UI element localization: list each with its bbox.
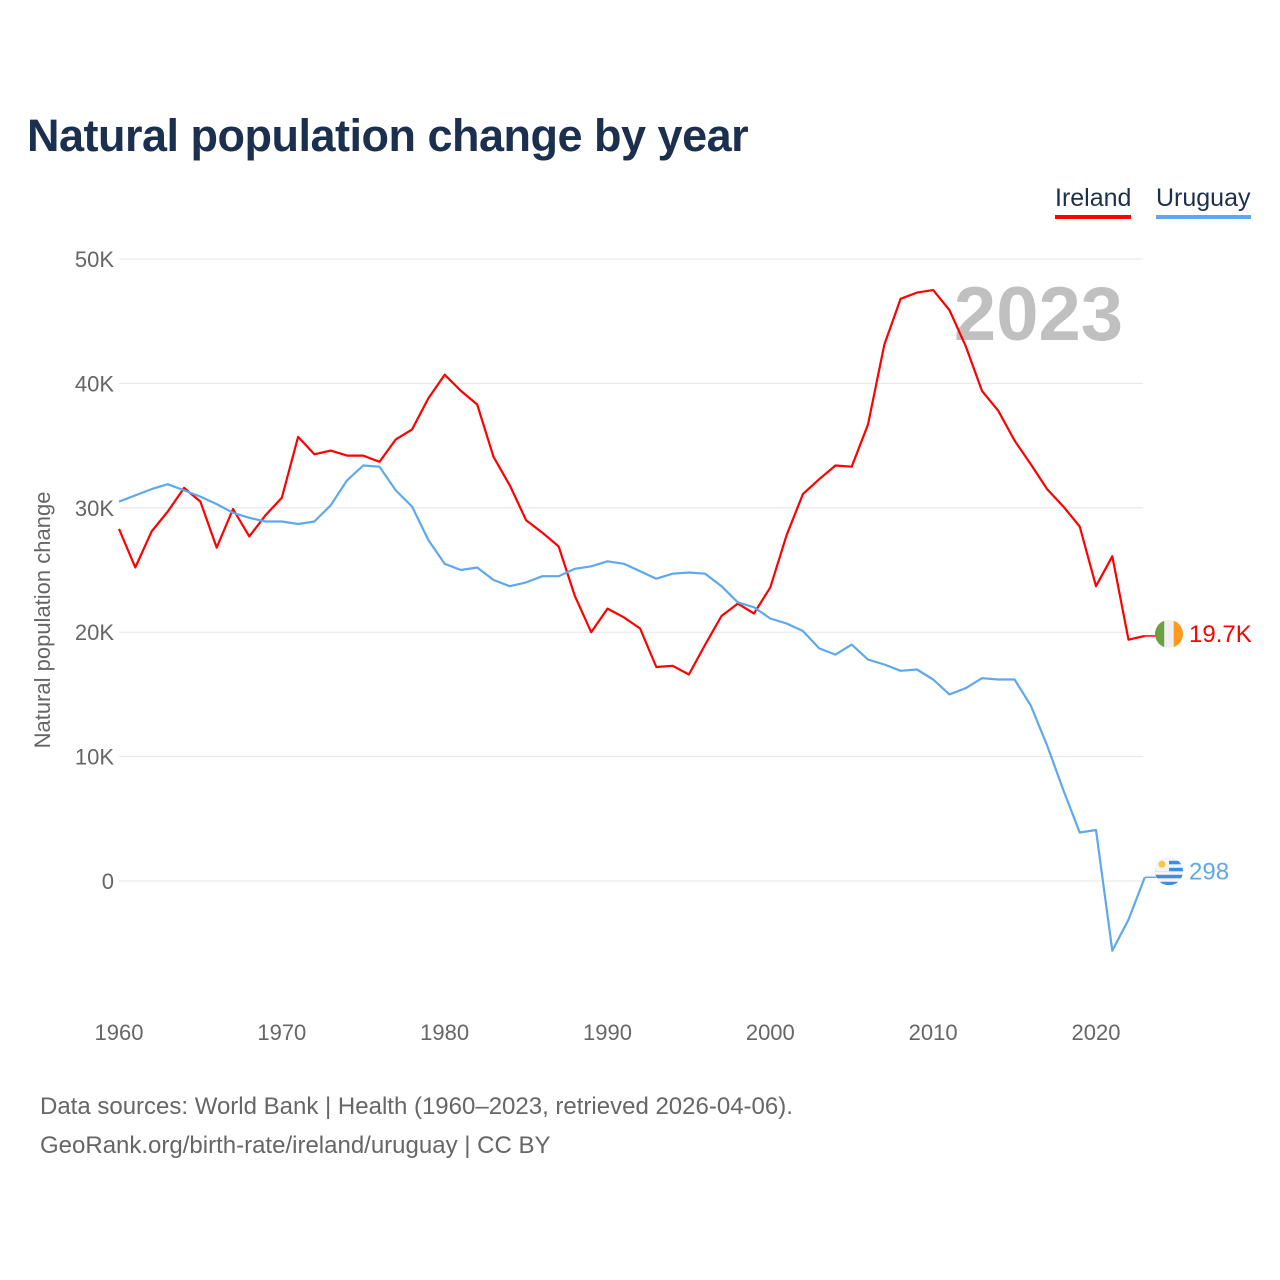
legend-uruguay[interactable]: Uruguay	[1156, 184, 1251, 219]
year-watermark: 2023	[954, 272, 1123, 357]
series-line-ireland	[117, 289, 1146, 676]
y-tick-label: 50K	[75, 247, 114, 272]
uruguay-flag-icon	[1155, 857, 1183, 886]
footer-sources: Data sources: World Bank | Health (1960–…	[40, 1093, 793, 1120]
y-tick-label: 10K	[75, 745, 114, 770]
footer: Data sources: World Bank | Health (1960–…	[40, 1087, 793, 1165]
x-tick-label: 1970	[257, 1020, 306, 1045]
ireland-flag-icon	[1155, 619, 1183, 648]
x-tick-label: 2000	[746, 1020, 795, 1045]
footer-link[interactable]: GeoRank.org/birth-rate/ireland/uruguay |…	[40, 1132, 551, 1159]
y-tick-label: 20K	[75, 620, 114, 645]
series-line-uruguay	[118, 464, 1146, 952]
end-label-uruguay: 298	[1189, 858, 1229, 885]
y-axis-label: Natural population change	[30, 492, 55, 749]
end-label-ireland: 19.7K	[1189, 621, 1252, 648]
y-tick-label: 40K	[75, 371, 114, 396]
x-tick-label: 1990	[583, 1020, 632, 1045]
x-tick-label: 1980	[420, 1020, 469, 1045]
chart-title: Natural population change by year	[27, 110, 749, 161]
y-tick-label: 30K	[75, 496, 114, 521]
x-tick-label: 2020	[1072, 1020, 1121, 1045]
x-tick-label: 1960	[95, 1020, 144, 1045]
legend-ireland[interactable]: Ireland	[1055, 184, 1132, 219]
x-tick-label: 2010	[909, 1020, 958, 1045]
y-tick-label: 0	[102, 869, 114, 894]
